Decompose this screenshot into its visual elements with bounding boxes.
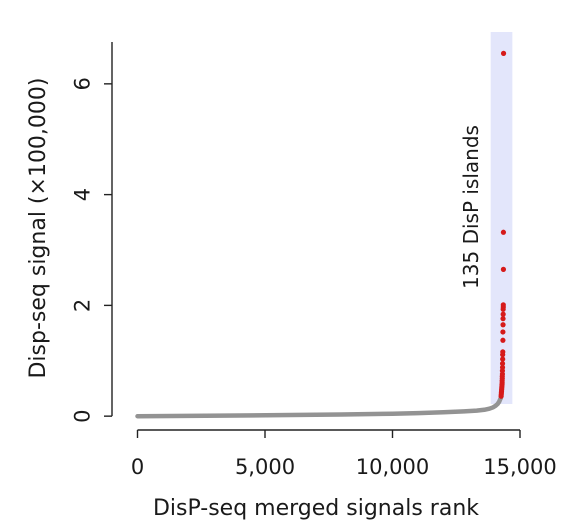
data-point xyxy=(500,50,507,56)
series xyxy=(135,50,507,419)
y-tick-label: 2 xyxy=(70,299,94,312)
series-line-background xyxy=(135,395,504,419)
data-point xyxy=(500,356,506,362)
x-tick-label: 10,000 xyxy=(356,455,429,479)
x-axis: 0 5,000 10,000 15,000 xyxy=(131,429,557,479)
y-tick-label: 0 xyxy=(70,409,94,422)
data-point xyxy=(499,360,506,367)
x-axis-title: DisP-seq merged signals rank xyxy=(153,496,479,521)
y-tick-label: 4 xyxy=(70,188,94,201)
data-point xyxy=(499,364,506,371)
y-axis: 0 2 4 6 xyxy=(70,42,113,423)
data-point xyxy=(500,229,507,235)
data-point xyxy=(500,337,506,343)
x-tick-label: 5,000 xyxy=(235,455,295,479)
y-tick-label: 6 xyxy=(70,77,94,90)
highlight-region xyxy=(490,32,513,404)
data-point xyxy=(500,349,506,355)
x-tick-label: 15,000 xyxy=(483,455,556,479)
data-point xyxy=(500,266,507,272)
data-point xyxy=(500,311,506,317)
data-point xyxy=(500,316,506,322)
y-axis-title: Disp-seq signal (×100,000) xyxy=(26,77,51,378)
data-point xyxy=(500,329,506,335)
data-point xyxy=(500,302,506,308)
annotation-label: 135 DisP islands xyxy=(459,125,483,289)
data-point xyxy=(500,322,506,328)
x-tick-label: 0 xyxy=(131,455,144,479)
